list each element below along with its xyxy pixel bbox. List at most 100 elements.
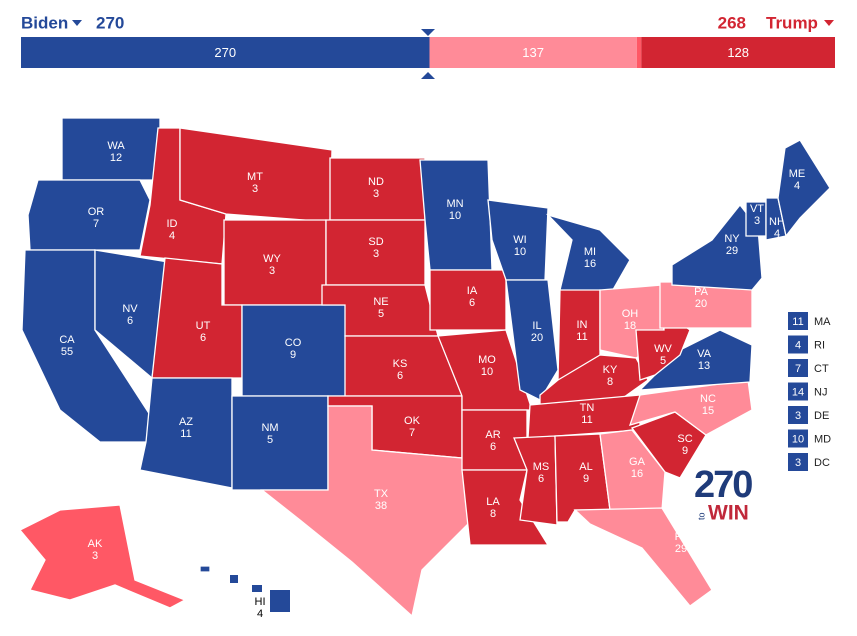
logo-to: to — [696, 512, 706, 520]
small-state-box — [788, 335, 808, 354]
state-abbr: MN — [446, 198, 463, 210]
state-abbr: NY — [724, 233, 740, 245]
state-abbr: VT — [750, 203, 764, 215]
state — [573, 507, 713, 607]
state — [505, 279, 559, 401]
state-abbr: OK — [404, 415, 421, 427]
state-abbr: ME — [789, 168, 806, 180]
state — [27, 179, 151, 251]
state-abbr: OH — [622, 308, 639, 320]
state-ev: 3 — [754, 215, 760, 227]
state-ev: 5 — [660, 355, 666, 367]
state-abbr: ID — [167, 218, 178, 230]
state-abbr: AL — [579, 461, 592, 473]
state-ev: 11 — [576, 331, 587, 343]
small-state-box — [788, 406, 808, 424]
state-ev: 3 — [92, 550, 98, 562]
state-ev: 10 — [514, 246, 526, 258]
bar-segment — [641, 37, 835, 68]
state-ev: 3 — [373, 248, 379, 260]
state-abbr: MS — [533, 461, 550, 473]
state-ev: 10 — [481, 366, 493, 378]
small-state-box — [788, 382, 808, 401]
state-abbr: AZ — [179, 416, 193, 428]
state — [231, 395, 329, 491]
state-ev: 20 — [531, 332, 543, 344]
state-ev: 9 — [682, 445, 688, 457]
state-abbr: NE — [373, 296, 388, 308]
state-ev: 7 — [409, 427, 415, 439]
state-ev: 7 — [93, 218, 99, 230]
bar-segment — [429, 37, 637, 68]
state-abbr: ND — [368, 176, 384, 188]
left-candidate[interactable]: Biden — [21, 13, 68, 32]
state — [139, 377, 233, 489]
state — [260, 405, 473, 618]
island — [252, 585, 262, 592]
left-dropdown[interactable] — [72, 20, 82, 26]
right-dropdown[interactable] — [824, 20, 834, 26]
state-ev: 12 — [110, 152, 122, 164]
state-ev: 11 — [581, 414, 592, 426]
state-ev: 6 — [469, 297, 475, 309]
state-abbr: WI — [513, 234, 526, 246]
state-ev: 6 — [127, 315, 133, 327]
state-ev: 9 — [583, 473, 589, 485]
small-state-box — [788, 453, 808, 471]
small-state-ev: 7 — [795, 363, 801, 375]
small-state-ev: 4 — [795, 339, 801, 351]
state — [513, 435, 558, 526]
state-ev: 8 — [607, 376, 613, 388]
state-abbr: NM — [261, 422, 278, 434]
small-state-abbr: MA — [814, 316, 831, 328]
state-ev: 10 — [449, 210, 461, 222]
state-abbr: IL — [532, 320, 541, 332]
state-abbr: CA — [59, 334, 75, 346]
state-abbr: UT — [196, 320, 211, 332]
state-ev: 38 — [375, 500, 387, 512]
state-abbr: MO — [478, 354, 496, 366]
state-ev: 20 — [695, 298, 707, 310]
state-abbr: WY — [263, 253, 281, 265]
island — [270, 590, 290, 612]
right-candidate[interactable]: Trump — [766, 13, 818, 32]
state-ev: 3 — [373, 188, 379, 200]
small-state-abbr: CT — [814, 363, 829, 375]
small-state-abbr: DC — [814, 457, 830, 469]
state-ev: 4 — [169, 230, 175, 242]
bar-label: 137 — [522, 45, 544, 60]
state-abbr: IN — [577, 319, 588, 331]
state — [671, 203, 763, 291]
state-ev: 15 — [702, 405, 714, 417]
state-abbr: FL — [675, 531, 688, 543]
state-ev: 8 — [490, 508, 496, 520]
state-ev: 4 — [257, 608, 263, 620]
state — [599, 429, 666, 511]
state-ev: 3 — [252, 183, 258, 195]
state-abbr: AK — [88, 538, 103, 550]
logo: 270 to WIN — [694, 464, 754, 525]
state-abbr: SD — [368, 236, 383, 248]
small-state-box — [788, 359, 808, 377]
state-abbr: MI — [584, 246, 596, 258]
bar-label: 128 — [727, 45, 749, 60]
state-abbr: LA — [486, 496, 500, 508]
state-ev: 3 — [269, 265, 275, 277]
state-abbr: MT — [247, 171, 263, 183]
state-abbr: WA — [107, 140, 125, 152]
state-abbr: NV — [122, 303, 138, 315]
state — [179, 127, 333, 223]
small-state-abbr: RI — [814, 339, 825, 351]
state-abbr: KS — [393, 358, 408, 370]
state-ev: 4 — [774, 228, 780, 240]
state-ev: 11 — [180, 428, 191, 440]
state-ev: 55 — [61, 346, 73, 358]
small-state-ev: 10 — [792, 433, 804, 445]
small-state-box — [788, 429, 808, 448]
state-ev: 16 — [584, 258, 596, 270]
state-ev: 18 — [624, 320, 636, 332]
state-abbr: PA — [694, 286, 709, 298]
island — [230, 575, 238, 583]
state-ev: 5 — [267, 434, 273, 446]
